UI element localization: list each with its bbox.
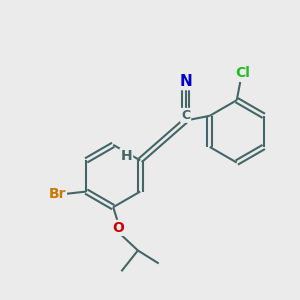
Text: Cl: Cl: [235, 66, 250, 80]
Text: O: O: [112, 221, 124, 235]
Text: C: C: [181, 109, 190, 122]
Text: Br: Br: [48, 187, 66, 201]
Text: N: N: [179, 74, 192, 89]
Text: H: H: [121, 149, 132, 163]
